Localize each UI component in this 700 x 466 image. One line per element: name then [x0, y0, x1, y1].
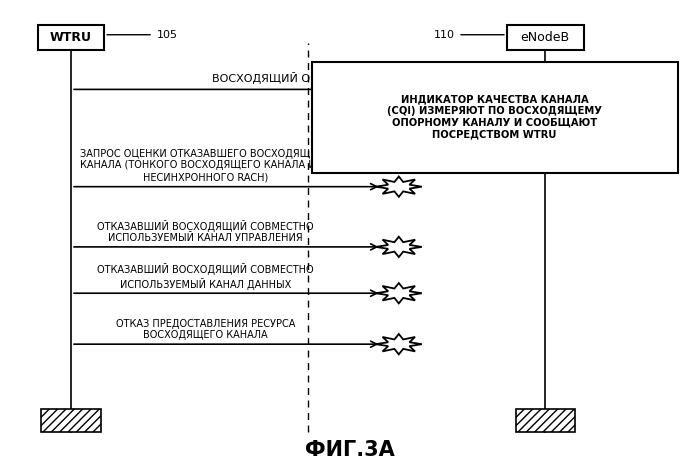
Text: ОТКАЗАВШИЙ ВОСХОДЯЩИЙ СОВМЕСТНО
ИСПОЛЬЗУЕМЫЙ КАНАЛ УПРАВЛЕНИЯ: ОТКАЗАВШИЙ ВОСХОДЯЩИЙ СОВМЕСТНО ИСПОЛЬЗУ… [97, 219, 314, 243]
Text: 105: 105 [157, 30, 178, 40]
Text: ОТКАЗАВШИЙ ВОСХОДЯЩИЙ СОВМЕСТНО
ИСПОЛЬЗУЕМЫЙ КАНАЛ ДАННЫХ: ОТКАЗАВШИЙ ВОСХОДЯЩИЙ СОВМЕСТНО ИСПОЛЬЗУ… [97, 263, 314, 289]
Text: ФИГ.3А: ФИГ.3А [305, 440, 395, 460]
Text: eNodeB: eNodeB [521, 31, 570, 44]
Text: WTRU: WTRU [50, 31, 92, 44]
FancyBboxPatch shape [38, 25, 104, 50]
Text: ОТКАЗ ПРЕДОСТАВЛЕНИЯ РЕСУРСА
ВОСХОДЯЩЕГО КАНАЛА: ОТКАЗ ПРЕДОСТАВЛЕНИЯ РЕСУРСА ВОСХОДЯЩЕГО… [116, 319, 295, 341]
Bar [516, 409, 575, 432]
Text: ВОСХОДЯЩИЙ ОПОРНЫЙ КАНАЛ: ВОСХОДЯЩИЙ ОПОРНЫЙ КАНАЛ [212, 72, 404, 84]
Bar [41, 409, 101, 432]
Text: ИНДИКАТОР КАЧЕСТВА КАНАЛА
(CQI) ИЗМЕРЯЮТ ПО ВОСХОДЯЩЕМУ
ОПОРНОМУ КАНАЛУ И СООБЩА: ИНДИКАТОР КАЧЕСТВА КАНАЛА (CQI) ИЗМЕРЯЮТ… [387, 95, 602, 140]
FancyBboxPatch shape [312, 62, 678, 173]
Text: ЗАПРОС ОЦЕНКИ ОТКАЗАВШЕГО ВОСХОДЯЩЕГО
КАНАЛА (ТОНКОГО ВОСХОДЯЩЕГО КАНАЛА ИЛИ
НЕС: ЗАПРОС ОЦЕНКИ ОТКАЗАВШЕГО ВОСХОДЯЩЕГО КА… [80, 149, 330, 182]
FancyBboxPatch shape [507, 25, 584, 50]
Text: 110: 110 [433, 30, 454, 40]
